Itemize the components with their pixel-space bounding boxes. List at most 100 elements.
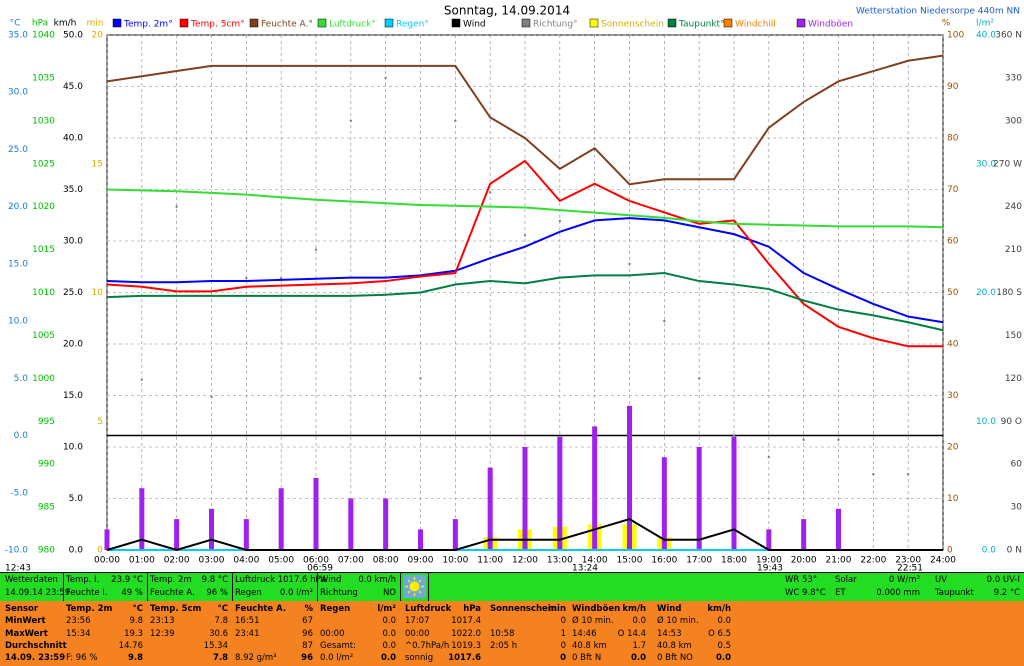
cell: 0.0 km/h bbox=[358, 575, 396, 585]
cell: km/h bbox=[622, 604, 646, 614]
legend-label: Windböen bbox=[808, 20, 853, 30]
y-tick-label: 0.0 bbox=[69, 546, 84, 556]
point bbox=[210, 395, 213, 399]
legend-label: Temp. 2m° bbox=[123, 20, 173, 30]
y-tick-label: 0.0 bbox=[982, 546, 997, 556]
legend-swatch bbox=[451, 18, 461, 28]
x-tick-label: 06:00 bbox=[303, 556, 329, 566]
y-tick-label: 300 bbox=[1005, 116, 1022, 126]
stats-table: Sensor Temp. 2m °C Temp. 5cm °C Feuchte A.% Re… bbox=[0, 601, 1024, 666]
cell: 1017.6 bbox=[448, 653, 481, 664]
point bbox=[384, 76, 387, 80]
y-tick-label: 1040 bbox=[32, 31, 55, 41]
cell: 67 bbox=[302, 616, 313, 627]
x-tick-label: 21:00 bbox=[826, 556, 852, 566]
cell: 19.3 bbox=[124, 628, 143, 639]
cell: Wind bbox=[320, 575, 342, 585]
point bbox=[941, 472, 945, 476]
x-tick-label: 03:00 bbox=[199, 556, 225, 566]
cell: Feuchte A. bbox=[150, 588, 195, 598]
cell: % bbox=[304, 604, 313, 614]
y-tick-label: 50.0 bbox=[63, 31, 83, 41]
bar bbox=[661, 457, 667, 550]
cell: Wetterdaten bbox=[5, 575, 58, 585]
cell: 49 % bbox=[121, 588, 143, 598]
legend-label: Windchill bbox=[735, 20, 776, 30]
y-tick-label: 1015 bbox=[32, 245, 55, 255]
legend-swatch bbox=[521, 18, 531, 28]
separator bbox=[428, 573, 429, 601]
sun-time: 06:59 bbox=[307, 564, 333, 573]
y-tick-label: 995 bbox=[38, 417, 55, 427]
bar bbox=[174, 519, 180, 550]
point bbox=[349, 119, 353, 123]
cell: hPa bbox=[463, 604, 481, 614]
cell: MinWert bbox=[5, 616, 46, 627]
point bbox=[837, 438, 840, 442]
bar bbox=[383, 498, 389, 550]
series-line bbox=[106, 272, 944, 332]
x-tick-label: 07:00 bbox=[338, 556, 364, 566]
cell: Windböen bbox=[572, 604, 621, 614]
x-tick-label: 14:00 bbox=[582, 556, 608, 566]
y-tick-label: -10.0 bbox=[5, 546, 29, 556]
y-tick-label: 10.0 bbox=[63, 443, 83, 453]
cell: 12:39 bbox=[150, 628, 175, 639]
bar bbox=[139, 488, 145, 550]
legend-label: Feuchte A.° bbox=[261, 20, 313, 30]
cell: Luftdruck bbox=[405, 604, 452, 614]
x-tick-label: 18:00 bbox=[721, 556, 747, 566]
cell: 0 Bft N bbox=[572, 653, 602, 664]
cell: Solar bbox=[835, 575, 857, 585]
cell: 0 Bft NO bbox=[657, 653, 693, 664]
cell: 1022.0 bbox=[451, 628, 481, 639]
cell: 0.0 bbox=[632, 616, 646, 627]
axis-unit: hPa bbox=[32, 19, 48, 29]
y-tick-label: 210 bbox=[1005, 245, 1022, 255]
y-tick-label: 30 bbox=[947, 391, 959, 401]
cell: WC 9.8°C bbox=[785, 588, 826, 598]
legend-swatch bbox=[317, 18, 327, 28]
point bbox=[454, 119, 457, 123]
cell: 0.0 l/m² bbox=[320, 653, 354, 664]
y-tick-label: 240 bbox=[1005, 202, 1022, 212]
cell: O 6.5 bbox=[708, 628, 731, 639]
bar bbox=[104, 529, 110, 550]
x-tick-label: 00:00 bbox=[94, 556, 120, 566]
x-tick-label: 17:00 bbox=[686, 556, 712, 566]
point bbox=[105, 378, 109, 381]
y-tick-label: 5.0 bbox=[69, 494, 84, 504]
bar bbox=[557, 436, 563, 550]
sun-icon bbox=[403, 575, 426, 598]
cell: °C bbox=[132, 604, 144, 614]
bar bbox=[522, 447, 528, 550]
legend-label: Luftdruck° bbox=[329, 20, 376, 30]
x-tick-label: 10:00 bbox=[442, 556, 468, 566]
cell: Richtung bbox=[320, 588, 358, 598]
separator bbox=[147, 573, 148, 601]
y-tick-label: -5.0 bbox=[10, 488, 28, 498]
legend-swatch bbox=[112, 18, 122, 28]
cell: 0.5 bbox=[717, 640, 731, 651]
x-tick-label: 16:00 bbox=[651, 556, 677, 566]
cell: 1 bbox=[560, 628, 566, 639]
cell: Temp. 2m bbox=[150, 575, 192, 585]
y-tick-label: 1010 bbox=[32, 288, 55, 298]
point bbox=[488, 191, 492, 194]
cell: min bbox=[548, 604, 566, 614]
x-tick-label: 23:00 bbox=[895, 556, 921, 566]
bar bbox=[801, 519, 807, 550]
y-tick-label: 985 bbox=[38, 503, 55, 513]
cell: 0.0 bbox=[715, 653, 731, 664]
x-tick-label: 19:00 bbox=[756, 556, 782, 566]
cell: ET bbox=[835, 588, 846, 598]
point bbox=[279, 276, 283, 280]
y-tick-label: 40.0 bbox=[63, 134, 83, 144]
y-tick-label: 20.0 bbox=[63, 340, 83, 350]
cell: 14:46 bbox=[572, 628, 597, 639]
y-tick-label: 5.0 bbox=[14, 374, 29, 384]
y-tick-label: 20 bbox=[92, 31, 104, 41]
cell: sonnig bbox=[405, 653, 434, 664]
legend-label: Temp. 5cm° bbox=[190, 20, 245, 30]
cell: 10:58 bbox=[490, 628, 515, 639]
